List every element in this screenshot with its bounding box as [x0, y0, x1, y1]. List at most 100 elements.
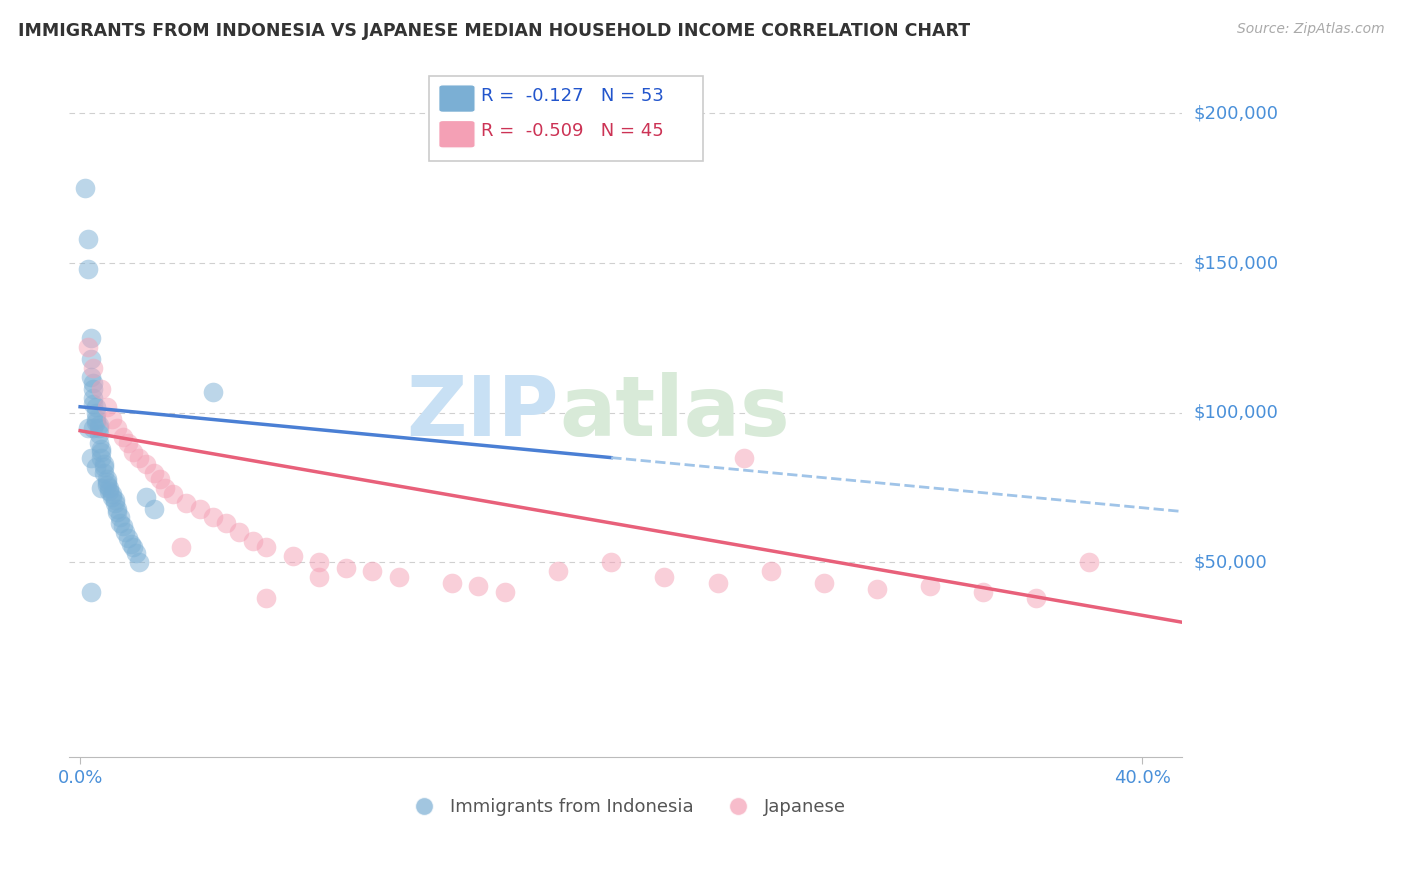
Point: [254, 541, 277, 555]
Point: [176, 495, 198, 509]
Point: [96, 475, 118, 489]
Text: atlas: atlas: [560, 372, 790, 453]
Text: $150,000: $150,000: [1194, 254, 1278, 272]
Point: [1025, 591, 1047, 606]
Point: [90, 481, 112, 495]
Point: [1078, 555, 1101, 569]
Point: [98, 483, 121, 498]
Point: [813, 576, 835, 591]
Point: [125, 546, 148, 560]
Point: [108, 516, 131, 531]
Point: [111, 519, 134, 533]
Point: [143, 501, 166, 516]
Point: [90, 382, 112, 396]
Point: [82, 391, 104, 405]
Point: [440, 576, 463, 591]
Point: [170, 541, 193, 555]
Point: [153, 481, 176, 495]
Point: [254, 591, 277, 606]
Point: [90, 442, 112, 456]
Point: [972, 585, 994, 599]
Point: [706, 576, 728, 591]
Point: [281, 549, 304, 564]
Text: Source: ZipAtlas.com: Source: ZipAtlas.com: [1237, 22, 1385, 37]
Point: [654, 570, 676, 584]
Point: [188, 501, 211, 516]
Point: [77, 340, 100, 354]
Point: [105, 420, 128, 434]
Point: [104, 495, 127, 509]
Point: [75, 181, 97, 195]
Point: [733, 450, 755, 465]
Point: [87, 420, 110, 434]
Point: [308, 570, 330, 584]
Point: [117, 435, 139, 450]
Point: [600, 555, 623, 569]
Legend: Immigrants from Indonesia, Japanese: Immigrants from Indonesia, Japanese: [399, 791, 853, 823]
Point: [105, 504, 128, 518]
Point: [87, 435, 110, 450]
Text: R =  -0.509   N = 45: R = -0.509 N = 45: [481, 122, 664, 140]
Point: [77, 420, 100, 434]
Point: [82, 376, 104, 390]
Point: [135, 457, 157, 471]
Point: [122, 444, 145, 458]
Point: [308, 555, 330, 569]
Point: [84, 411, 107, 425]
Text: $50,000: $50,000: [1194, 553, 1267, 572]
Point: [111, 430, 134, 444]
Point: [122, 541, 145, 555]
Point: [201, 510, 224, 524]
Point: [80, 331, 103, 345]
Point: [93, 466, 115, 480]
Point: [80, 351, 103, 366]
Point: [93, 459, 115, 474]
Point: [759, 565, 782, 579]
Point: [82, 397, 104, 411]
Point: [96, 400, 118, 414]
Point: [80, 585, 103, 599]
Point: [120, 537, 142, 551]
Point: [866, 582, 889, 597]
Point: [96, 472, 118, 486]
Point: [101, 490, 124, 504]
Point: [84, 406, 107, 420]
Point: [335, 561, 357, 575]
Point: [87, 426, 110, 441]
Point: [128, 450, 150, 465]
Point: [93, 457, 115, 471]
Point: [77, 262, 100, 277]
Point: [388, 570, 411, 584]
Point: [108, 510, 131, 524]
Point: [101, 411, 124, 425]
Point: [149, 472, 172, 486]
Point: [467, 579, 489, 593]
Point: [90, 450, 112, 465]
Point: [114, 525, 136, 540]
Point: [242, 534, 264, 549]
Point: [82, 360, 104, 375]
Point: [84, 400, 107, 414]
Text: IMMIGRANTS FROM INDONESIA VS JAPANESE MEDIAN HOUSEHOLD INCOME CORRELATION CHART: IMMIGRANTS FROM INDONESIA VS JAPANESE ME…: [18, 22, 970, 40]
Point: [215, 516, 238, 531]
Point: [201, 384, 224, 399]
Point: [494, 585, 516, 599]
Point: [80, 450, 103, 465]
Point: [117, 532, 139, 546]
Point: [104, 492, 127, 507]
Point: [128, 555, 150, 569]
Point: [547, 565, 569, 579]
Text: $200,000: $200,000: [1194, 104, 1278, 122]
Point: [80, 369, 103, 384]
Point: [162, 486, 184, 500]
Point: [105, 501, 128, 516]
Point: [135, 490, 157, 504]
Point: [361, 565, 384, 579]
Text: R =  -0.127   N = 53: R = -0.127 N = 53: [481, 87, 664, 104]
Point: [228, 525, 250, 540]
Point: [84, 459, 107, 474]
Point: [84, 415, 107, 429]
Text: ZIP: ZIP: [406, 372, 560, 453]
Point: [96, 477, 118, 491]
Point: [77, 232, 100, 246]
